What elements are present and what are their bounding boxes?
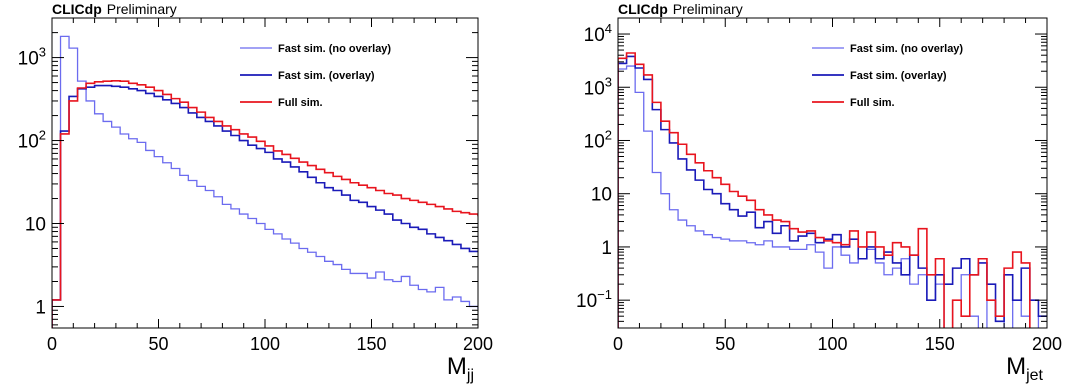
legend-label: Fast sim. (no overlay) — [278, 43, 391, 55]
chart-title: CLICdp Preliminary — [618, 1, 743, 17]
x-axis-label-main: M — [447, 353, 467, 380]
y-tick-exponent: 2 — [605, 127, 612, 142]
y-tick-base: 10 — [591, 185, 612, 206]
series-line-no-overlay — [618, 65, 1047, 328]
chart-title-text: Preliminary — [107, 1, 177, 17]
y-tick-label: 10 — [25, 215, 46, 236]
y-tick-base: 1 — [601, 238, 612, 259]
plot-frame — [617, 17, 1048, 329]
x-axis-label-sub: jj — [466, 367, 474, 384]
legend-label: Full sim. — [850, 97, 895, 109]
y-tick-label: 102 — [584, 127, 612, 152]
x-tick-label: 150 — [925, 334, 955, 354]
legend-label: Fast sim. (no overlay) — [850, 43, 963, 55]
x-tick-label: 50 — [148, 334, 168, 354]
y-tick-label: 10−1 — [576, 287, 612, 312]
y-tick-exponent: 4 — [605, 21, 612, 36]
plot-frame — [51, 17, 479, 329]
y-tick-label: 102 — [18, 128, 46, 153]
y-tick-exponent: −1 — [597, 287, 612, 302]
y-tick-base: 1 — [35, 297, 46, 318]
y-tick-label: 103 — [584, 74, 612, 99]
y-tick-base: 10 — [25, 215, 46, 236]
legend-label: Fast sim. (overlay) — [278, 70, 375, 82]
x-axis-label-main: M — [1006, 353, 1026, 380]
x-tick-label: 50 — [715, 334, 735, 354]
x-tick-label: 150 — [356, 334, 386, 354]
plot-area — [52, 35, 478, 328]
chart-title-bold: CLICdp — [618, 1, 668, 17]
y-tick-base: 10 — [584, 131, 605, 152]
x-tick-label: 0 — [47, 334, 57, 354]
x-tick-label: 100 — [250, 334, 280, 354]
y-tick-base: 10 — [584, 78, 605, 99]
x-tick-label: 200 — [1032, 334, 1062, 354]
y-tick-label: 1 — [601, 238, 612, 259]
y-tick-base: 10 — [584, 25, 605, 46]
x-axis-label: Mjj — [447, 353, 474, 384]
x-axis-label: Mjet — [1006, 353, 1043, 384]
y-tick-base: 10 — [18, 132, 39, 153]
chart-title-text: Preliminary — [673, 1, 743, 17]
y-tick-base: 10 — [576, 291, 597, 312]
y-tick-label: 103 — [18, 45, 46, 70]
y-tick-base: 10 — [18, 49, 39, 70]
y-tick-label: 1 — [35, 297, 46, 318]
y-tick-exponent: 3 — [605, 74, 612, 89]
y-tick-exponent: 2 — [39, 128, 46, 143]
series-line-overlay — [618, 55, 1047, 328]
series-line-full-sim — [618, 52, 1031, 328]
y-tick-label: 104 — [584, 21, 612, 46]
legend-label: Fast sim. (overlay) — [850, 70, 947, 82]
x-axis-label-sub: jet — [1025, 367, 1043, 384]
x-tick-label: 0 — [613, 334, 623, 354]
x-tick-label: 200 — [463, 334, 493, 354]
series-line-full-sim — [52, 79, 478, 328]
y-tick-label: 10 — [591, 185, 612, 206]
legend-label: Full sim. — [278, 97, 323, 109]
series-line-overlay — [52, 84, 478, 328]
chart-title: CLICdp Preliminary — [52, 1, 177, 17]
chart-title-bold: CLICdp — [52, 1, 102, 17]
series-line-no-overlay — [52, 35, 478, 328]
plot-area — [618, 52, 1047, 328]
y-tick-exponent: 3 — [39, 45, 46, 60]
x-tick-label: 100 — [817, 334, 847, 354]
